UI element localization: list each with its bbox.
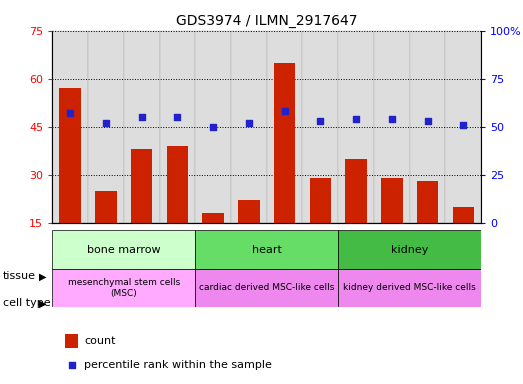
Text: kidney derived MSC-like cells: kidney derived MSC-like cells [343, 283, 476, 293]
Bar [195, 230, 338, 269]
Text: heart: heart [252, 245, 282, 255]
Point [138, 114, 146, 120]
FancyBboxPatch shape [446, 31, 481, 223]
Text: kidney: kidney [391, 245, 428, 255]
Bar [338, 230, 481, 269]
Text: ▶: ▶ [39, 298, 47, 308]
Text: mesenchymal stem cells
(MSC): mesenchymal stem cells (MSC) [67, 278, 180, 298]
Text: cardiac derived MSC-like cells: cardiac derived MSC-like cells [199, 283, 334, 293]
Point [388, 116, 396, 122]
Bar [381, 178, 403, 223]
Bar [167, 146, 188, 223]
Point [316, 118, 324, 124]
Title: GDS3974 / ILMN_2917647: GDS3974 / ILMN_2917647 [176, 14, 358, 28]
Bar [310, 178, 331, 223]
Text: cell type: cell type [3, 298, 50, 308]
Point [459, 122, 468, 128]
Point [352, 116, 360, 122]
Bar [274, 63, 295, 223]
Bar [52, 269, 195, 307]
Bar [95, 191, 117, 223]
Bar [195, 269, 338, 307]
Bar [238, 200, 259, 223]
Text: tissue: tissue [3, 271, 36, 281]
FancyBboxPatch shape [338, 31, 374, 223]
FancyBboxPatch shape [302, 31, 338, 223]
FancyBboxPatch shape [231, 31, 267, 223]
Point [67, 362, 76, 369]
Text: count: count [85, 336, 116, 346]
FancyBboxPatch shape [124, 31, 160, 223]
Point [280, 108, 289, 114]
Bar [52, 230, 195, 269]
Bar [60, 88, 81, 223]
Point [423, 118, 431, 124]
Bar [345, 159, 367, 223]
FancyBboxPatch shape [410, 31, 446, 223]
Bar [202, 213, 224, 223]
Point [209, 124, 217, 130]
FancyBboxPatch shape [52, 31, 88, 223]
Text: ▶: ▶ [39, 271, 47, 281]
FancyBboxPatch shape [195, 31, 231, 223]
Point [101, 120, 110, 126]
Bar [131, 149, 152, 223]
Point [173, 114, 181, 120]
Text: percentile rank within the sample: percentile rank within the sample [85, 360, 272, 371]
FancyBboxPatch shape [267, 31, 302, 223]
Text: bone marrow: bone marrow [87, 245, 161, 255]
Bar [65, 334, 78, 348]
FancyBboxPatch shape [374, 31, 410, 223]
FancyBboxPatch shape [160, 31, 195, 223]
Bar [452, 207, 474, 223]
Point [66, 110, 74, 116]
Bar [338, 269, 481, 307]
FancyBboxPatch shape [88, 31, 124, 223]
Bar [417, 181, 438, 223]
Point [245, 120, 253, 126]
